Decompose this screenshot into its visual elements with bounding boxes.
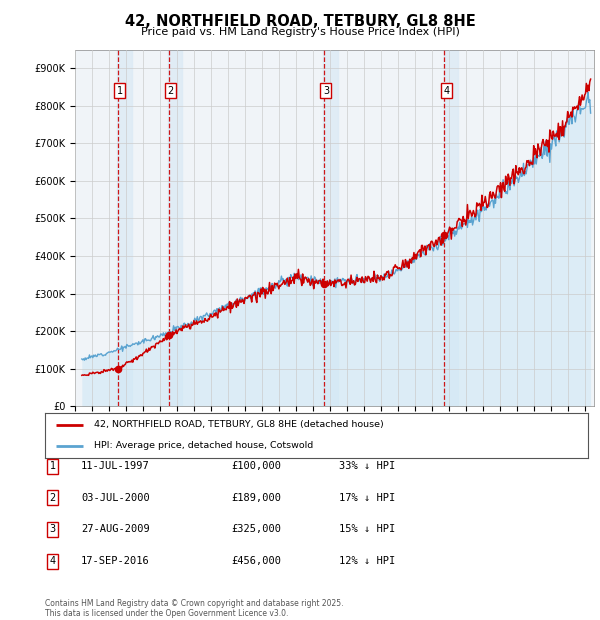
- Text: £189,000: £189,000: [231, 493, 281, 503]
- Text: 33% ↓ HPI: 33% ↓ HPI: [339, 461, 395, 471]
- Text: 3: 3: [323, 86, 329, 96]
- Bar: [168, 50, 182, 406]
- Text: 15% ↓ HPI: 15% ↓ HPI: [339, 525, 395, 534]
- Text: 42, NORTHFIELD ROAD, TETBURY, GL8 8HE (detached house): 42, NORTHFIELD ROAD, TETBURY, GL8 8HE (d…: [94, 420, 383, 430]
- Text: 2: 2: [167, 86, 173, 96]
- Text: 17% ↓ HPI: 17% ↓ HPI: [339, 493, 395, 503]
- Text: 2: 2: [50, 493, 56, 503]
- Text: 03-JUL-2000: 03-JUL-2000: [81, 493, 150, 503]
- Text: 27-AUG-2009: 27-AUG-2009: [81, 525, 150, 534]
- Text: 4: 4: [50, 556, 56, 566]
- Text: £325,000: £325,000: [231, 525, 281, 534]
- Text: 1: 1: [116, 86, 123, 96]
- Text: 17-SEP-2016: 17-SEP-2016: [81, 556, 150, 566]
- Bar: [443, 50, 458, 406]
- Text: 4: 4: [443, 86, 449, 96]
- Text: £100,000: £100,000: [231, 461, 281, 471]
- Text: Price paid vs. HM Land Registry's House Price Index (HPI): Price paid vs. HM Land Registry's House …: [140, 27, 460, 37]
- Text: 1: 1: [50, 461, 56, 471]
- Text: £456,000: £456,000: [231, 556, 281, 566]
- Text: 42, NORTHFIELD ROAD, TETBURY, GL8 8HE: 42, NORTHFIELD ROAD, TETBURY, GL8 8HE: [125, 14, 475, 29]
- Text: 12% ↓ HPI: 12% ↓ HPI: [339, 556, 395, 566]
- Bar: [117, 50, 131, 406]
- Bar: [323, 50, 338, 406]
- Text: HPI: Average price, detached house, Cotswold: HPI: Average price, detached house, Cots…: [94, 441, 313, 450]
- Text: 11-JUL-1997: 11-JUL-1997: [81, 461, 150, 471]
- Text: 3: 3: [50, 525, 56, 534]
- Text: Contains HM Land Registry data © Crown copyright and database right 2025.
This d: Contains HM Land Registry data © Crown c…: [45, 599, 343, 618]
